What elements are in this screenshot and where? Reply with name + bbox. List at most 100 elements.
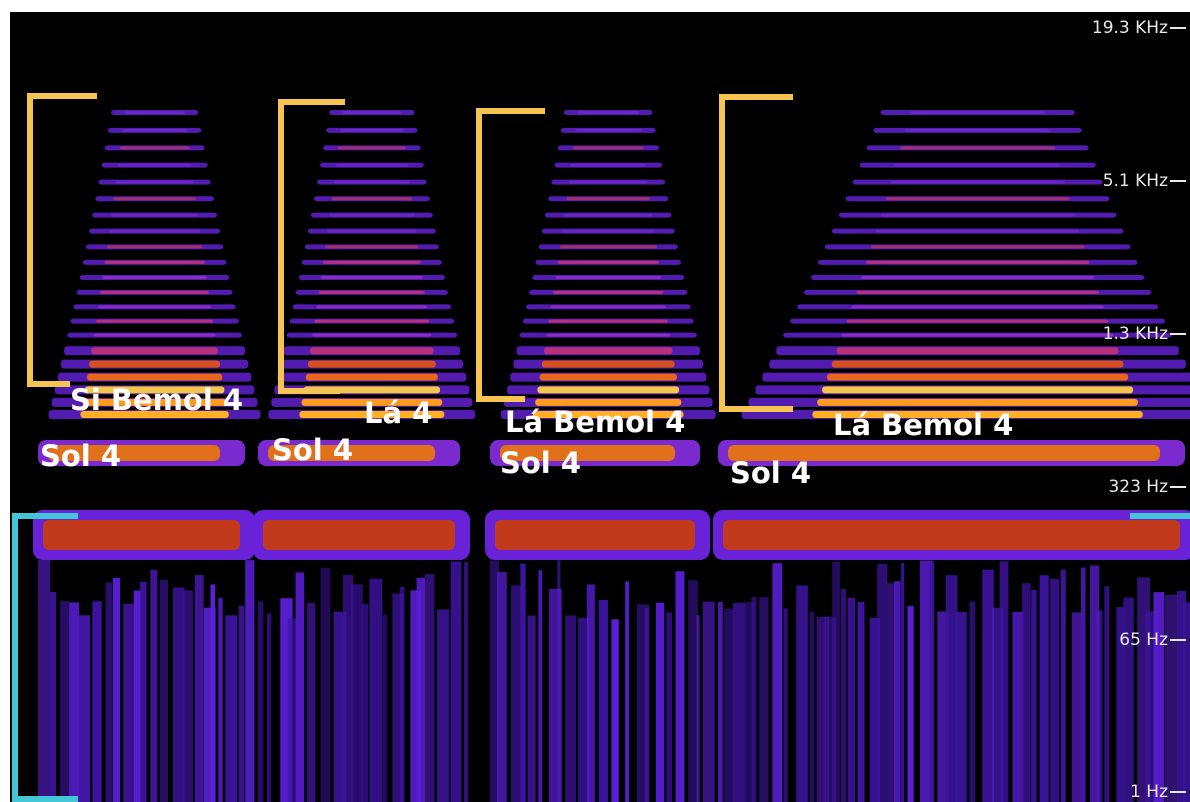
noise-streak <box>38 560 50 802</box>
noise-streak <box>796 585 808 802</box>
noise-streak <box>362 604 368 802</box>
harmonic-band <box>890 181 1065 184</box>
harmonic-band <box>89 361 220 368</box>
noise-streak <box>1081 568 1086 802</box>
harmonic-band <box>342 111 402 114</box>
harmonic-band <box>817 399 1138 406</box>
noise-streak <box>258 601 263 802</box>
harmonic-band <box>122 129 187 132</box>
noise-streak <box>703 602 715 802</box>
noise-streak <box>288 618 297 802</box>
note-label: Sol 4 <box>272 433 353 467</box>
harmonic-band <box>544 347 672 354</box>
harmonic-band <box>93 334 215 337</box>
note-label: Si Bemol 4 <box>70 383 243 417</box>
noise-streak <box>69 602 79 802</box>
note-label: Sol 4 <box>40 439 121 473</box>
harmonic-band <box>560 245 657 248</box>
harmonic-band <box>100 291 209 294</box>
harmonic-band <box>564 214 653 217</box>
noise-streak <box>451 562 462 802</box>
noise-streak <box>307 603 315 802</box>
noise-streak <box>520 564 525 802</box>
harmonic-band <box>546 334 670 337</box>
noise-streak <box>160 580 168 802</box>
harmonic-band <box>118 164 192 167</box>
noise-streak <box>688 580 698 802</box>
harmonic-band <box>566 197 650 200</box>
note-label: Sol 4 <box>500 446 581 480</box>
fundamental-band <box>723 520 1180 550</box>
harmonic-band <box>316 305 427 308</box>
noise-streak <box>645 608 649 802</box>
harmonic-band <box>327 230 416 233</box>
harmonic-band <box>537 386 679 393</box>
harmonic-band <box>542 361 675 368</box>
noise-streak <box>321 568 331 802</box>
harmonic-band <box>120 146 190 149</box>
harmonic-band <box>325 245 419 248</box>
fundamental-band <box>263 520 455 550</box>
noise-streak <box>676 571 685 802</box>
harmonic-band <box>319 291 426 294</box>
harmonic-band <box>124 111 185 114</box>
frequency-label: 65 Hz <box>1119 630 1168 650</box>
noise-streak <box>751 597 756 802</box>
noise-streak <box>982 570 993 802</box>
harmonic-band <box>96 320 214 323</box>
harmonic-band <box>548 320 668 323</box>
frequency-label: 1 Hz <box>1130 782 1168 802</box>
harmonic-band <box>331 197 412 200</box>
noise-streak <box>832 562 840 802</box>
harmonic-band <box>115 181 194 184</box>
spectrogram <box>33 110 1190 802</box>
noise-streak <box>858 602 865 802</box>
noise-streak <box>79 615 90 802</box>
noise-streak <box>666 612 672 802</box>
noise-streak <box>565 615 576 802</box>
harmonic-band <box>306 374 438 381</box>
frequency-label: 1.3 KHz <box>1103 324 1168 344</box>
noise-streak <box>511 585 521 802</box>
noise-streak <box>587 584 595 802</box>
noise-streak <box>296 573 305 802</box>
note-label: Lá Bemol 4 <box>505 405 685 439</box>
harmonic-band <box>900 146 1055 149</box>
harmonic-band <box>551 305 666 308</box>
noise-streak <box>1154 592 1165 802</box>
noise-streak <box>1097 610 1103 802</box>
harmonic-band <box>91 347 218 354</box>
harmonic-band <box>310 347 434 354</box>
noise-streak <box>425 574 435 802</box>
noise-streak <box>106 582 112 802</box>
noise-streak <box>1031 590 1036 802</box>
noise-streak <box>173 587 185 802</box>
noise-streak <box>225 615 237 802</box>
harmonic-band <box>104 261 204 264</box>
harmonic-band <box>861 276 1094 279</box>
harmonic-band <box>866 261 1090 264</box>
noise-streak <box>772 563 782 802</box>
harmonic-band <box>573 146 644 149</box>
harmonic-band <box>111 214 198 217</box>
noise-streak <box>1040 575 1049 802</box>
noise-streak <box>140 582 146 802</box>
noise-streak <box>1104 586 1109 802</box>
harmonic-band <box>905 129 1051 132</box>
noise-streak <box>210 584 215 802</box>
noise-streak <box>894 581 900 802</box>
note-label: Sol 4 <box>730 456 811 490</box>
harmonic-band <box>557 261 659 264</box>
harmonic-band <box>113 197 196 200</box>
note-label: Lá Bemol 4 <box>833 408 1013 442</box>
noise-streak <box>134 591 141 802</box>
noise-streak <box>382 615 387 802</box>
noise-streak <box>956 612 967 802</box>
noise-streak <box>497 572 507 802</box>
frequency-label: 5.1 KHz <box>1103 171 1168 191</box>
noise-streak <box>1061 570 1066 802</box>
harmonic-band <box>308 361 436 368</box>
noise-streak <box>1072 612 1081 802</box>
harmonic-band <box>98 305 211 308</box>
noise-streak <box>929 562 934 802</box>
